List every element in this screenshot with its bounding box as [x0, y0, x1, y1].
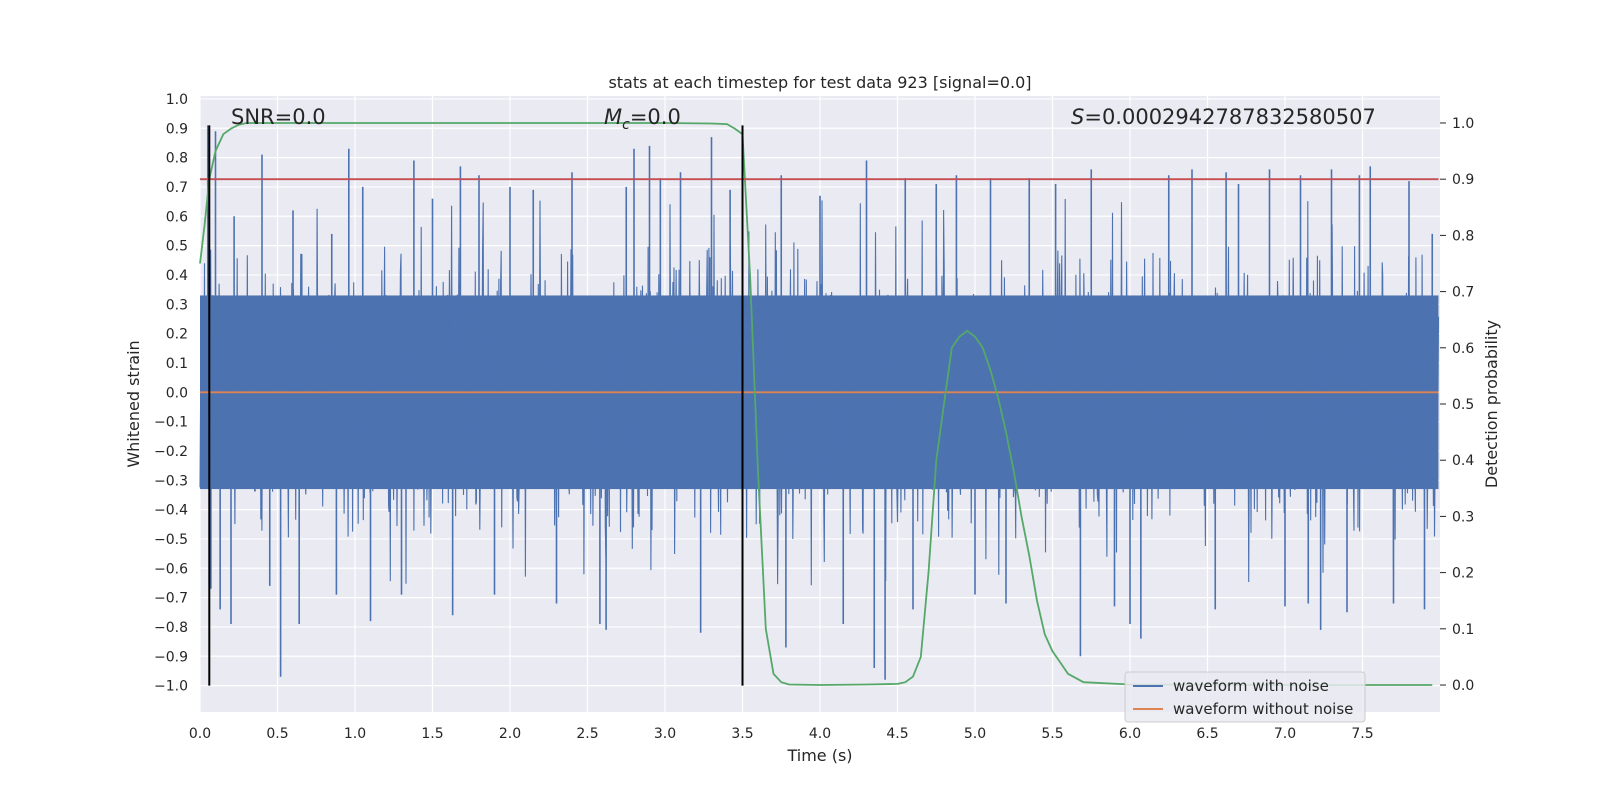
x-tick-label: 0.0	[189, 726, 211, 742]
y-tick-label: −1.0	[154, 679, 188, 695]
s-value: =0.0002942787832580507	[1084, 105, 1376, 129]
y2-tick-label: 0.8	[1452, 228, 1474, 244]
y2-tick-label: 0.6	[1452, 341, 1474, 357]
y-tick-labels: 1.0 0.9 0.8 0.7 0.6 0.5 0.4 0.3 0.2 0.1 0.0 −0.1 −0.…	[154, 92, 188, 695]
y-tick-label: 0.9	[166, 121, 188, 137]
y-tick-label: 0.8	[166, 151, 188, 167]
y-tick-label: −0.1	[154, 415, 188, 431]
snr-annotation: SNR=0.0	[231, 105, 326, 129]
y2-tick-label: 0.9	[1452, 172, 1474, 188]
x-tick-label: 3.5	[731, 726, 753, 742]
y2-tick-label: 0.7	[1452, 285, 1474, 301]
y-tick-label: −0.5	[154, 532, 188, 548]
y2-tick-label: 0.1	[1452, 622, 1474, 638]
x-tick-label: 5.0	[964, 726, 986, 742]
y-tick-label: 0.3	[166, 297, 188, 313]
mc-subscript: c	[622, 117, 630, 133]
y-tick-label: 0.0	[166, 385, 188, 401]
y-tick-label: 0.6	[166, 209, 188, 225]
y-tick-label: −0.9	[154, 649, 188, 665]
x-axis-label: Time (s)	[786, 746, 852, 765]
y-tick-label: 1.0	[166, 92, 188, 108]
y-tick-label: 0.5	[166, 239, 188, 255]
y-tick-label: 0.4	[166, 268, 188, 284]
mc-annotation: Mc=0.0	[604, 105, 681, 133]
y2-axis-label: Detection probability	[1482, 320, 1501, 488]
y-tick-label: −0.8	[154, 620, 188, 636]
y2-tick-label: 0.4	[1452, 453, 1474, 469]
mc-value: =0.0	[630, 105, 681, 129]
y2-tick-label: 0.5	[1452, 397, 1474, 413]
y-axis-label: Whitened strain	[124, 340, 143, 467]
y-tick-label: −0.7	[154, 591, 188, 607]
x-tick-labels: 0.0 0.5 1.0 1.5 2.0 2.5 3.0 3.5 4.0 4.5 5.0 5.5 6.0 6…	[189, 726, 1374, 742]
vertical-markers	[208, 125, 744, 686]
y-tick-label: −0.3	[154, 473, 188, 489]
series-line-detection-probability	[199, 122, 1433, 686]
x-tick-label: 6.5	[1196, 726, 1218, 742]
line-series	[199, 122, 1439, 686]
x-tick-label: 1.5	[421, 726, 443, 742]
x-tick-label: 2.5	[576, 726, 598, 742]
y-tick-label: −0.6	[154, 561, 188, 577]
x-tick-label: 0.5	[266, 726, 288, 742]
s-symbol: S	[1071, 105, 1084, 129]
x-tick-label: 4.0	[809, 726, 831, 742]
x-tick-label: 3.0	[654, 726, 676, 742]
legend-box	[1124, 671, 1366, 723]
y-tick-label: 0.2	[166, 327, 188, 343]
x-tick-label: 4.5	[886, 726, 908, 742]
s-annotation: S=0.0002942787832580507	[1071, 105, 1376, 129]
x-tick-label: 6.0	[1119, 726, 1141, 742]
x-tick-label: 7.0	[1274, 726, 1296, 742]
mc-symbol: M	[604, 105, 622, 129]
y2-tick-labels: 1.0 0.9 0.8 0.7 0.6 0.5 0.4 0.3 0.2 0.1 0.0	[1440, 116, 1474, 694]
legend-label-clean: waveform without noise	[1173, 700, 1353, 718]
y2-tick-label: 0.3	[1452, 509, 1474, 525]
x-tick-label: 1.0	[344, 726, 366, 742]
y2-tick-label: 0.2	[1452, 566, 1474, 582]
chart-title: stats at each timestep for test data 923…	[608, 73, 1031, 92]
x-tick-label: 7.5	[1351, 726, 1373, 742]
y2-tick-label: 0.0	[1452, 678, 1474, 694]
x-tick-label: 5.5	[1041, 726, 1063, 742]
noise-series	[199, 125, 1440, 680]
y2-tick-label: 1.0	[1452, 116, 1474, 132]
legend: waveform with noise waveform without noi…	[1124, 671, 1366, 723]
y-tick-label: −0.2	[154, 444, 188, 460]
y-tick-label: −0.4	[154, 503, 188, 519]
y-tick-label: 0.7	[166, 180, 188, 196]
y-tick-label: 0.1	[166, 356, 188, 372]
x-tick-label: 2.0	[499, 726, 521, 742]
legend-label-noise: waveform with noise	[1173, 677, 1329, 695]
